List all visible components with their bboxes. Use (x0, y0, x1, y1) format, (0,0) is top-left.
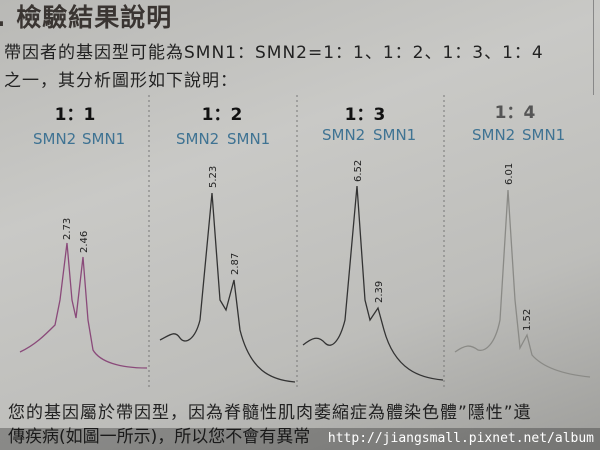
peak-value-smn2: 6.52 (353, 160, 364, 182)
intro-line-1: 帶因者的基因型可能為SMN1：SMN2=1：1、1：2、1：3、1：4 (4, 43, 544, 63)
peak-value-smn1: 2.46 (79, 231, 90, 253)
section-title: . 檢驗結果說明 (0, 3, 173, 32)
smn2-label: SMN2 (472, 126, 515, 144)
smn2-label: SMN2 (176, 130, 219, 148)
ratio-label: 1：2 (202, 105, 243, 125)
margin-rule (593, 0, 594, 95)
smn2-label: SMN2 (33, 130, 76, 148)
smn1-label: SMN1 (522, 126, 565, 144)
watermark: http://jiangsmall.pixnet.net/album (327, 431, 594, 446)
smn1-label: SMN1 (373, 126, 416, 144)
peak-value-smn2: 6.01 (504, 163, 515, 185)
trace-1-3 (302, 185, 444, 381)
intro-line-2: 之一，其分析圖形如下說明： (4, 71, 238, 91)
watermark-bar (0, 428, 600, 450)
peak-value-smn2: 2.73 (62, 218, 73, 240)
peak-value-smn2: 5.23 (208, 166, 219, 188)
ratio-label: 1：4 (495, 103, 536, 123)
peak-value-smn1: 1.52 (522, 309, 533, 331)
smn2-label: SMN2 (322, 126, 365, 144)
ratio-label: 1：3 (345, 105, 386, 125)
trace-1-4 (454, 189, 591, 378)
smn1-label: SMN1 (82, 130, 125, 148)
ratio-label: 1：1 (55, 105, 96, 125)
peak-value-smn1: 2.39 (374, 281, 385, 303)
smn1-label: SMN1 (227, 130, 270, 148)
trace-1-2 (159, 192, 296, 383)
trace-1-1 (19, 242, 148, 369)
body-line-1: 您的基因屬於帶因型，因為脊髓性肌肉萎縮症為體染色體”隱性”遺 (8, 403, 532, 423)
body-line-2: 傳疾病(如圖一所示)，所以您不會有異常 (8, 427, 311, 447)
peak-value-smn1: 2.87 (230, 253, 241, 275)
